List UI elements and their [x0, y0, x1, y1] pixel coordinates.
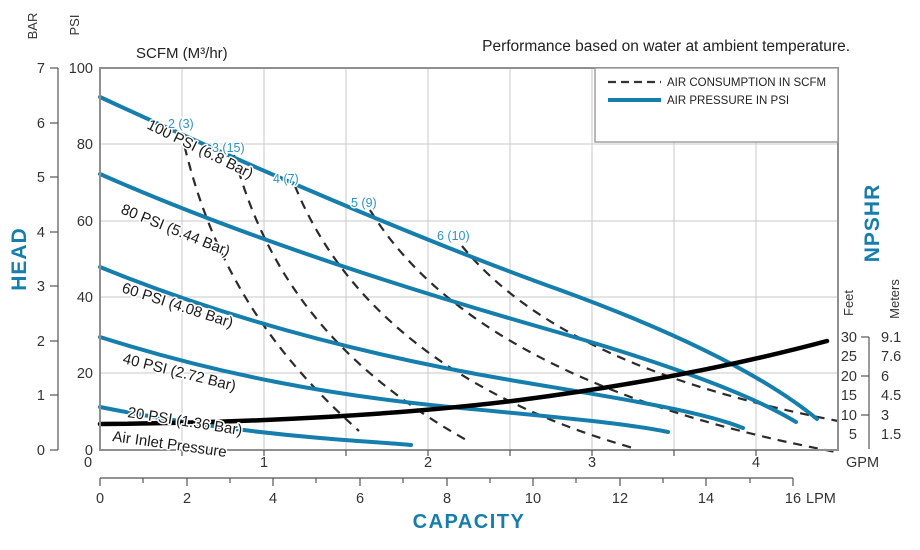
legend: AIR CONSUMPTION IN SCFM AIR PRESSURE IN …	[594, 67, 839, 143]
npshr-curve	[97, 338, 830, 427]
meters-axis-title: Meters	[887, 279, 902, 319]
pressure-curve-60psi	[98, 265, 745, 430]
gpm-tick-label: 1	[260, 455, 268, 471]
bar-tick-label: 3	[37, 279, 45, 295]
lpm-tick-label: 0	[96, 491, 104, 507]
pressure-curve-80psi	[98, 172, 798, 424]
lpm-axis: 0 2 4 6 8 10 12 14 16 LPM	[96, 477, 836, 507]
bar-tick-label: 7	[37, 61, 45, 77]
air-consumption-curve-4scfm	[293, 185, 634, 450]
lpm-unit-label: LPM	[806, 491, 836, 507]
lpm-tick-label: 8	[443, 491, 451, 507]
plot-border	[99, 67, 839, 451]
lpm-tick-label: 2	[183, 491, 191, 507]
bar-tick-label: 5	[37, 170, 45, 186]
feet-tick-label: 10	[841, 408, 857, 424]
psi-tick-label: 60	[77, 214, 93, 230]
scfm-axis-title: SCFM (M³/hr)	[136, 45, 228, 62]
psi-axis: 100 80 60 40 20 0	[69, 61, 93, 459]
bar-tick-label: 0	[37, 443, 45, 459]
psi-tick-label: 80	[77, 137, 93, 153]
bar-tick-label: 1	[37, 388, 45, 404]
head-axis-title: HEAD	[8, 227, 31, 291]
bar-axis-title: BAR	[25, 13, 40, 40]
feet-tick-label: 20	[841, 369, 857, 385]
meters-tick-label: 9.1	[881, 330, 901, 346]
pressure-curve-40psi	[98, 335, 670, 434]
gpm-tick-label: 4	[752, 455, 760, 471]
psi-axis-title: PSI	[67, 15, 82, 36]
meters-tick-label: 7.6	[881, 349, 901, 365]
lpm-tick-label: 6	[356, 491, 364, 507]
feet-tick-label: 25	[841, 349, 857, 365]
legend-box	[594, 67, 839, 143]
pressure-curve-100psi	[98, 95, 819, 421]
psi-tick-label: 40	[77, 290, 93, 306]
meters-tick-label: 6	[881, 369, 889, 385]
gpm-unit-label: GPM	[846, 455, 879, 471]
chart-title: Performance based on water at ambient te…	[482, 38, 850, 55]
consumption-label-6scfm: 6 (10)	[437, 229, 470, 243]
feet-tick-label: 15	[841, 388, 857, 404]
lpm-tick-label: 12	[612, 491, 628, 507]
lpm-tick-label: 4	[269, 491, 277, 507]
bar-tick-label: 6	[37, 116, 45, 132]
lpm-tick-label: 16	[785, 491, 801, 507]
feet-axis-title: Feet	[841, 290, 856, 316]
feet-tick-label: 5	[849, 427, 857, 443]
bar-tick-label: 2	[37, 334, 45, 350]
air-consumption-curve-3scfm	[232, 154, 469, 442]
lpm-tick-label: 14	[698, 491, 714, 507]
consumption-label-2scfm: 2 (3)	[168, 117, 194, 131]
consumption-label-4scfm: 4 (7)	[273, 172, 299, 186]
air-consumption-curve-2scfm	[179, 130, 360, 432]
meters-tick-label: 4.5	[881, 388, 901, 404]
consumption-label-5scfm: 5 (9)	[351, 196, 377, 210]
npshr-axis-title: NPSHR	[861, 184, 884, 263]
capacity-axis-title: CAPACITY	[413, 511, 526, 533]
meters-tick-label: 1.5	[881, 427, 901, 443]
feet-tick-label: 30	[841, 330, 857, 346]
consumption-label-3scfm: 3 (15)	[212, 141, 245, 155]
air-consumption-curve-5scfm	[369, 209, 837, 454]
gpm-tick-label: 2	[424, 455, 432, 471]
psi-tick-label: 20	[77, 366, 93, 382]
gpm-axis: 0 1 2 3 4 GPM	[84, 450, 879, 471]
psi-tick-label: 100	[69, 61, 93, 77]
legend-label-consumption: AIR CONSUMPTION IN SCFM	[667, 77, 826, 89]
bar-tick-label: 4	[37, 225, 45, 241]
bar-axis: 7 6 5 4 3 2 1 0	[37, 61, 59, 459]
meters-tick-label: 3	[881, 408, 889, 424]
npshr-axis: NPSHR Feet Meters 30 25 20 15 10 5 9.1 7…	[841, 184, 902, 449]
air-pressure-curves	[98, 95, 819, 447]
gpm-tick-label: 3	[588, 455, 596, 471]
pressure-curve-20psi	[98, 405, 413, 447]
lpm-tick-label: 10	[525, 491, 541, 507]
legend-label-pressure: AIR PRESSURE IN PSI	[667, 95, 789, 107]
gpm-tick-label: 0	[84, 455, 92, 471]
psi-tick-label: 0	[85, 443, 93, 459]
